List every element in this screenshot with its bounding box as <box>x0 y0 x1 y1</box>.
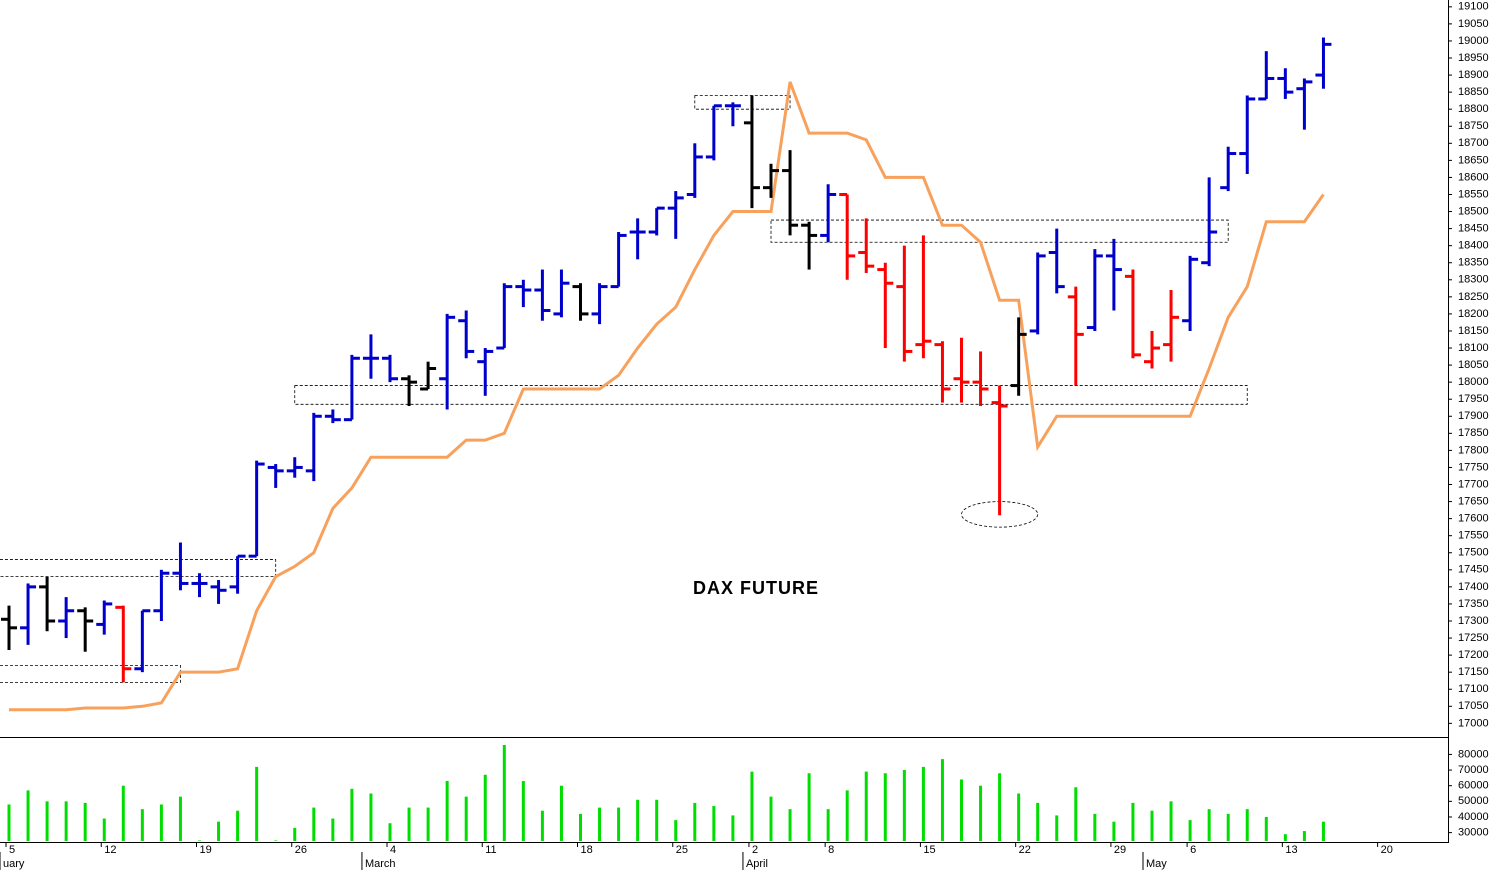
y-tick-label: 17750 <box>1458 461 1489 473</box>
stop-line <box>9 81 1325 712</box>
x-tick-label: 15 <box>923 844 935 856</box>
volume-tick-label: 50000 <box>1458 795 1489 807</box>
y-tick-label: 18850 <box>1458 86 1489 98</box>
x-tick-label: 25 <box>676 844 688 856</box>
month-label: March <box>365 858 396 870</box>
y-tick-label: 18050 <box>1458 359 1489 371</box>
y-tick-label: 17500 <box>1458 547 1489 559</box>
x-tick-label: 22 <box>1019 844 1031 856</box>
zone <box>694 95 791 110</box>
y-tick-label: 17400 <box>1458 581 1489 593</box>
y-tick-label: 18750 <box>1458 120 1489 132</box>
y-tick-label: 17350 <box>1458 598 1489 610</box>
y-tick-label: 18350 <box>1458 257 1489 269</box>
month-label: April <box>746 858 768 870</box>
y-tick-label: 17900 <box>1458 410 1489 422</box>
x-tick-label: 12 <box>104 844 116 856</box>
volume-tick-label: 70000 <box>1458 764 1489 776</box>
zone <box>0 664 181 683</box>
volume-tick-label: 60000 <box>1458 780 1489 792</box>
x-tick-label: 19 <box>200 844 212 856</box>
x-tick-label: 26 <box>295 844 307 856</box>
y-tick-label: 17250 <box>1458 632 1489 644</box>
y-tick-label: 17000 <box>1458 717 1489 729</box>
month-label: May <box>1146 858 1167 870</box>
y-tick-label: 17150 <box>1458 666 1489 678</box>
y-tick-label: 18900 <box>1458 69 1489 81</box>
x-tick-label: 8 <box>828 844 834 856</box>
y-tick-label: 17550 <box>1458 530 1489 542</box>
x-tick-label: 29 <box>1114 844 1126 856</box>
y-tick-label: 17850 <box>1458 427 1489 439</box>
y-tick-label: 18000 <box>1458 376 1489 388</box>
y-tick-label: 18700 <box>1458 137 1489 149</box>
y-tick-label: 18600 <box>1458 171 1489 183</box>
volume-tick-label: 80000 <box>1458 748 1489 760</box>
y-tick-label: 17800 <box>1458 444 1489 456</box>
y-tick-label: 18500 <box>1458 205 1489 217</box>
y-tick-label: 19050 <box>1458 18 1489 30</box>
y-tick-label: 18800 <box>1458 103 1489 115</box>
y-tick-label: 17450 <box>1458 564 1489 576</box>
y-tick-label: 18400 <box>1458 240 1489 252</box>
volume-tick-label: 30000 <box>1458 827 1489 839</box>
y-tick-label: 17950 <box>1458 393 1489 405</box>
x-tick-label: 18 <box>581 844 593 856</box>
x-tick-label: 13 <box>1285 844 1297 856</box>
y-tick-label: 17300 <box>1458 615 1489 627</box>
y-tick-label: 19100 <box>1458 1 1489 13</box>
x-tick-label: 20 <box>1381 844 1393 856</box>
chart-title: DAX FUTURE <box>693 578 819 598</box>
zone <box>0 559 277 578</box>
y-tick-label: 17200 <box>1458 649 1489 661</box>
y-tick-label: 18450 <box>1458 223 1489 235</box>
x-tick-label: 5 <box>9 844 15 856</box>
y-tick-label: 18650 <box>1458 154 1489 166</box>
y-tick-label: 18300 <box>1458 274 1489 286</box>
zone <box>770 219 1229 243</box>
y-tick-label: 17650 <box>1458 495 1489 507</box>
x-tick-label: 4 <box>390 844 396 856</box>
y-tick-label: 18250 <box>1458 291 1489 303</box>
x-tick-label: 11 <box>485 844 496 856</box>
volume-tick-label: 40000 <box>1458 811 1489 823</box>
zone <box>294 385 1248 405</box>
y-tick-label: 17100 <box>1458 683 1489 695</box>
y-tick-label: 18200 <box>1458 308 1489 320</box>
y-tick-label: 18950 <box>1458 52 1489 64</box>
x-tick-label: 6 <box>1190 844 1196 856</box>
y-tick-label: 17700 <box>1458 478 1489 490</box>
y-tick-label: 19000 <box>1458 35 1489 47</box>
y-tick-label: 17050 <box>1458 700 1489 712</box>
month-label: uary <box>3 858 25 870</box>
y-tick-label: 17600 <box>1458 513 1489 525</box>
y-tick-label: 18550 <box>1458 188 1489 200</box>
y-tick-label: 18150 <box>1458 325 1489 337</box>
x-tick-label: 2 <box>752 844 758 856</box>
y-tick-label: 18100 <box>1458 342 1489 354</box>
